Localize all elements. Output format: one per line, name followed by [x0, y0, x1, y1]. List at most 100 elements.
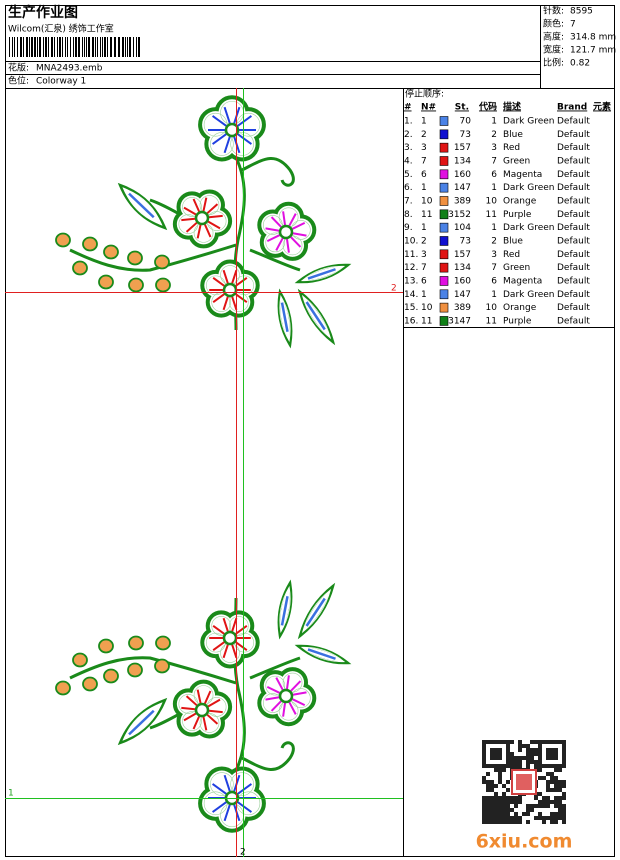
qr-cell — [498, 780, 502, 784]
stat-label: 比例: — [543, 57, 564, 69]
qr-cell — [562, 816, 566, 820]
qr-cell — [502, 808, 506, 812]
description: Dark Green — [503, 117, 554, 127]
description: Magenta — [503, 276, 542, 286]
qr-cell — [506, 816, 510, 820]
brand: Default — [557, 170, 590, 180]
swatch — [439, 316, 449, 326]
stamen — [290, 236, 302, 248]
qr-cell — [482, 816, 486, 820]
qr-cell — [554, 768, 558, 772]
qr-cell — [550, 764, 554, 768]
qr-cell — [506, 804, 510, 808]
stamen — [208, 214, 223, 219]
qr-cell — [558, 808, 562, 812]
bead — [103, 244, 119, 260]
stamen — [212, 293, 225, 304]
swatch — [439, 222, 449, 233]
qr-cell — [522, 744, 526, 748]
qr-cell — [558, 788, 562, 792]
qr-cell — [510, 764, 514, 768]
qr-cell — [498, 752, 502, 756]
qr-cell — [494, 820, 498, 824]
stamen — [282, 211, 287, 226]
swatch — [439, 116, 449, 126]
qr-cell — [554, 816, 558, 820]
qr-cell — [550, 740, 554, 744]
qr-cell — [562, 760, 566, 764]
bar — [95, 37, 96, 57]
bar — [129, 37, 131, 57]
qr-cell — [482, 756, 486, 760]
qr-cell — [554, 752, 558, 756]
qr-cell — [558, 800, 562, 804]
bar — [86, 37, 87, 57]
qr-cell — [494, 768, 498, 772]
qr-cell — [514, 812, 518, 816]
qr-cell — [518, 748, 522, 752]
row-index: 9. — [404, 223, 413, 233]
column-header: St. — [455, 103, 469, 113]
qr-cell — [542, 816, 546, 820]
center — [278, 224, 294, 240]
stat-value: 121.7 mm — [570, 46, 616, 56]
qr-cell — [534, 752, 538, 756]
code: 11 — [486, 210, 497, 220]
needle: 6 — [421, 276, 427, 286]
code: 2 — [491, 236, 497, 246]
swatch — [439, 302, 449, 313]
qr-cell — [490, 812, 494, 816]
qr-cell — [554, 820, 558, 824]
stat-label: 高度: — [543, 31, 564, 43]
qr-cell — [550, 756, 554, 760]
qr-cell — [518, 800, 522, 804]
qr-cell — [486, 820, 490, 824]
row-index: 3. — [404, 143, 413, 153]
qr-cell — [490, 752, 494, 756]
bar — [125, 37, 126, 57]
brand: Default — [557, 156, 590, 166]
qr-cell — [498, 764, 502, 768]
swatch — [439, 209, 449, 220]
bar — [45, 37, 47, 57]
stem — [249, 248, 301, 272]
stamen — [206, 203, 219, 215]
stamen — [185, 221, 198, 233]
stamen — [196, 224, 202, 239]
qr-cell — [514, 796, 518, 800]
qr-cell — [506, 760, 510, 764]
qr-cell — [562, 812, 566, 816]
qr-cell — [490, 804, 494, 808]
stamen — [235, 293, 248, 304]
qr-cell — [522, 756, 526, 760]
brand: Default — [557, 276, 590, 286]
bar — [67, 37, 68, 57]
qr-cell — [490, 740, 494, 744]
swatch — [439, 289, 449, 300]
qr-cell — [498, 768, 502, 772]
brand: Default — [557, 250, 590, 260]
stamen — [202, 197, 208, 212]
stitches: 160 — [454, 170, 471, 180]
qr-cell — [482, 740, 486, 744]
needle: 7 — [421, 263, 427, 273]
bar — [82, 37, 83, 57]
qr-cell — [506, 740, 510, 744]
qr-cell — [562, 820, 566, 824]
qr-cell — [494, 800, 498, 804]
qr-cell — [534, 760, 538, 764]
qr-cell — [498, 816, 502, 820]
row-index: 12. — [404, 263, 418, 273]
qr-cell — [486, 740, 490, 744]
qr-cell — [526, 812, 530, 816]
qr-cell — [502, 816, 506, 820]
watermark: 6xiu.com — [476, 831, 573, 853]
qr-cell — [534, 764, 538, 768]
row-index: 15. — [404, 303, 418, 313]
qr-cell — [486, 764, 490, 768]
qr-cell — [514, 760, 518, 764]
code: 10 — [486, 303, 498, 313]
qr-cell — [526, 744, 530, 748]
stamen — [292, 232, 307, 237]
column-header: 描述 — [503, 101, 521, 113]
